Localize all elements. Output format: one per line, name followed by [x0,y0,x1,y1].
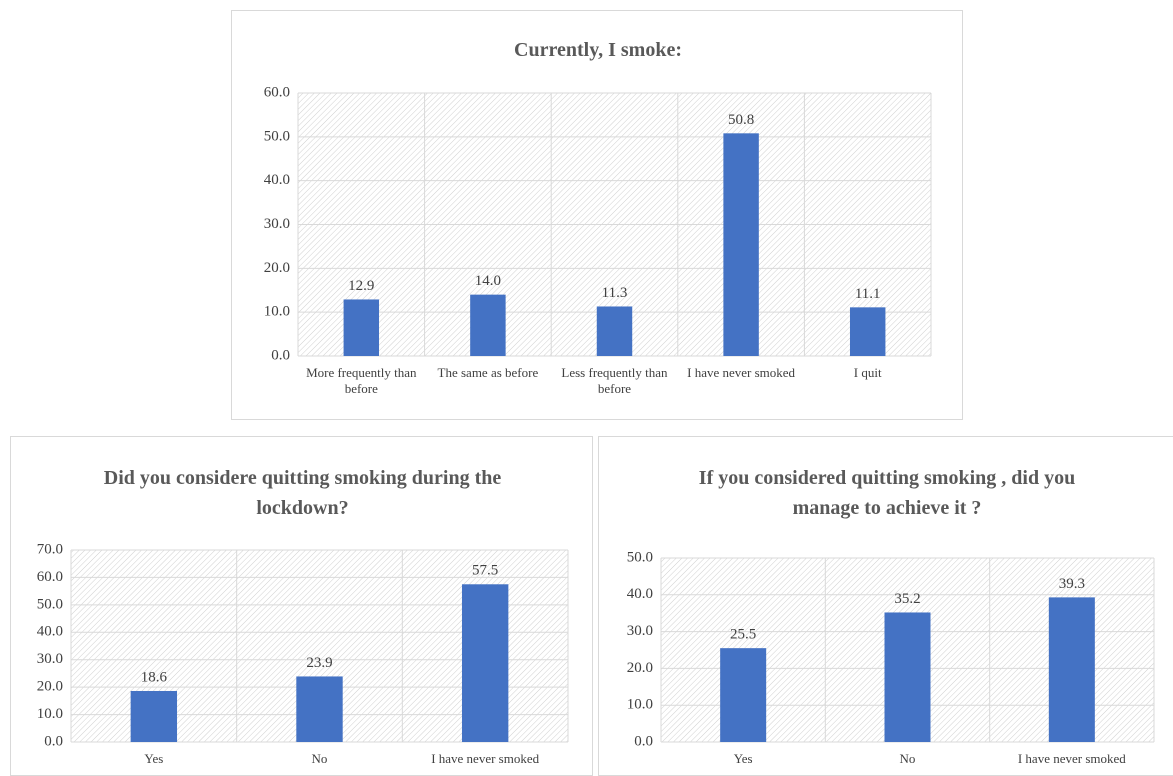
chart: 0.0 10.0 20.0 30.0 40.0 50.0 60.0 70.0 18.6 23.9 5… [10,436,593,776]
y-tick-label: 20.0 [627,660,653,676]
value-label: 23.9 [306,655,332,671]
bar [596,306,633,356]
plot: 0.0 10.0 20.0 30.0 40.0 50.0 60.0 70.0 18.6 23.9 5… [37,541,569,749]
x-tick-label: I have never smoked [687,365,796,380]
y-tick-label: 30.0 [264,216,290,232]
y-tick-label: 70.0 [37,541,63,557]
x-tick-label: No [311,751,328,766]
x-tick-label: I have never smoked [1017,751,1126,766]
value-label: 39.3 [1059,576,1085,592]
y-tick-label: 20.0 [264,260,290,276]
y-tick-label: 50.0 [37,596,63,612]
y-tick-label: 50.0 [627,549,653,565]
y-tick-label: 50.0 [264,128,290,144]
y-tick-label: 60.0 [37,569,63,585]
value-label: 18.6 [141,669,168,685]
bar [849,307,886,356]
x-tick-label: Less frequently than before [561,365,668,396]
y-tick-label: 10.0 [264,304,290,320]
value-label: 25.5 [730,627,756,643]
value-label: 50.8 [728,112,754,128]
value-label: 14.0 [475,273,501,289]
y-tick-label: 20.0 [37,679,63,695]
chart: 0.0 10.0 20.0 30.0 40.0 50.0 60.0 12.9 14.0 11.3 5… [231,10,963,420]
x-tick-label: No [899,751,916,766]
chart-title: Currently, I smoke: [514,39,682,61]
bar [296,676,343,742]
value-label: 57.5 [472,563,498,579]
x-tick-label: Yes [733,751,753,766]
value-label: 11.3 [602,285,628,301]
value-label: 35.2 [894,591,920,607]
value-label: 12.9 [348,278,374,294]
bar [130,690,178,742]
bar [343,299,380,356]
y-tick-label: 0.0 [634,733,653,749]
plot: 0.0 10.0 20.0 30.0 40.0 50.0 25.5 35.2 39.3 [627,549,1155,749]
bar [461,584,509,742]
bar [1048,597,1095,742]
x-tick-label: More frequently than before [306,365,417,396]
bar [470,294,506,356]
bar [884,612,931,742]
y-tick-label: 40.0 [37,624,63,640]
y-tick-label: 60.0 [264,84,290,100]
chart: 0.0 10.0 20.0 30.0 40.0 50.0 25.5 35.2 39.3 If yo… [598,436,1173,776]
chart-title: Did you considere quitting smoking durin… [103,467,502,519]
y-tick-label: 30.0 [37,651,63,667]
bar [720,648,767,742]
bar [723,133,759,356]
x-tick-label: The same as before [437,365,539,380]
y-tick-label: 0.0 [44,733,63,749]
y-tick-label: 40.0 [264,172,290,188]
plot: 0.0 10.0 20.0 30.0 40.0 50.0 60.0 12.9 14.0 11.3 5… [264,84,932,363]
x-tick-label: I have never smoked [431,751,540,766]
value-label: 11.1 [855,286,881,302]
x-tick-label: I quit [853,365,882,380]
y-tick-label: 40.0 [627,586,653,602]
x-tick-label: Yes [144,751,164,766]
y-tick-label: 0.0 [271,347,290,363]
y-tick-label: 10.0 [37,706,63,722]
y-tick-label: 10.0 [627,697,653,713]
y-tick-label: 30.0 [627,623,653,639]
chart-title: If you considered quitting smoking , did… [698,467,1076,519]
